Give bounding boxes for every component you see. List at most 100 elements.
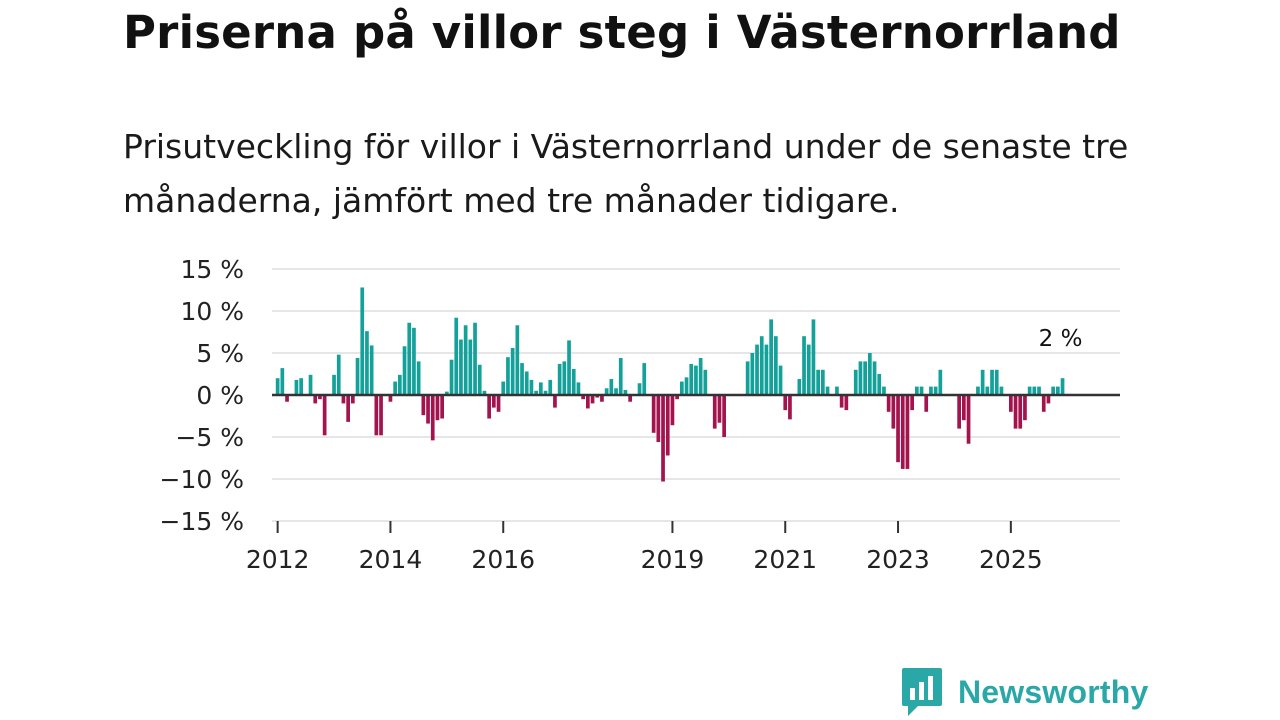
bar <box>506 357 510 395</box>
bar <box>990 369 994 395</box>
y-tick-label: 5 % <box>196 339 244 368</box>
bar <box>374 395 379 436</box>
bar <box>628 395 632 402</box>
newsworthy-logo-icon <box>902 668 942 716</box>
bar <box>679 381 684 395</box>
bar <box>308 374 313 395</box>
bar <box>938 369 943 395</box>
bar <box>717 395 722 423</box>
bar <box>773 336 778 395</box>
bar <box>689 363 694 395</box>
bar <box>637 383 642 395</box>
annotations: 2 % <box>1039 326 1083 352</box>
x-tick-label: 2014 <box>359 545 423 574</box>
bar <box>642 363 647 395</box>
bar <box>769 319 773 395</box>
bar <box>750 353 755 395</box>
bar <box>924 395 929 412</box>
bar <box>788 395 792 420</box>
bar <box>355 358 360 395</box>
bar <box>473 322 477 395</box>
bar <box>501 381 506 395</box>
bar <box>694 365 698 395</box>
bar <box>614 388 618 395</box>
bar <box>388 395 393 402</box>
bar <box>863 361 867 395</box>
bar <box>1023 395 1027 421</box>
bar <box>553 395 557 408</box>
bar <box>783 395 788 411</box>
bar <box>341 395 346 404</box>
bar <box>285 395 289 402</box>
bar <box>332 374 336 395</box>
bar <box>811 319 816 395</box>
bar <box>698 358 703 395</box>
bar <box>980 369 985 395</box>
bar <box>515 325 520 395</box>
bar <box>402 346 407 395</box>
y-tick-label: −15 % <box>160 507 244 536</box>
x-tick-label: 2025 <box>979 545 1043 574</box>
bar <box>454 317 459 395</box>
y-tick-label: 0 % <box>196 381 244 410</box>
bar <box>487 395 491 419</box>
bar <box>496 395 501 412</box>
bar <box>477 364 482 395</box>
bar <box>872 361 877 395</box>
bar <box>581 395 585 400</box>
bar <box>1027 386 1032 395</box>
bar <box>369 345 374 395</box>
bar <box>322 395 327 436</box>
bar <box>1018 395 1023 429</box>
bar <box>665 395 670 456</box>
bar <box>468 339 473 395</box>
bar <box>722 395 726 437</box>
bar <box>1055 386 1060 395</box>
x-tick-label: 2016 <box>471 545 535 574</box>
bar <box>933 386 938 395</box>
bar <box>294 379 299 395</box>
bar <box>712 395 717 429</box>
x-tick-label: 2021 <box>753 545 817 574</box>
bar <box>609 379 614 395</box>
bar <box>910 395 914 411</box>
bar <box>557 363 562 395</box>
bar <box>529 379 534 395</box>
bar <box>976 386 980 395</box>
y-tick-label: −10 % <box>160 465 244 494</box>
bar <box>543 390 548 395</box>
bar <box>759 336 764 395</box>
bar-chart: 15 %10 %5 %0 %−5 %−10 %−15 % 2012 2014 201… <box>160 255 1120 574</box>
bar <box>534 390 538 395</box>
bar <box>567 340 571 395</box>
bar <box>1032 386 1037 395</box>
bar <box>877 374 882 395</box>
bar <box>675 395 679 400</box>
bar <box>778 365 783 395</box>
bar <box>520 363 524 395</box>
bar <box>891 395 896 429</box>
bar <box>604 388 609 395</box>
bar <box>1008 395 1013 412</box>
bar <box>867 353 872 395</box>
bar <box>656 395 661 443</box>
bar <box>435 395 440 421</box>
bar <box>524 371 529 395</box>
bar <box>914 386 919 395</box>
bar <box>919 386 924 395</box>
bar <box>336 354 341 395</box>
brand-name: Newsworthy <box>958 673 1149 710</box>
bar <box>853 369 858 395</box>
bar <box>459 339 463 395</box>
bar <box>1041 395 1046 412</box>
bar <box>397 374 402 395</box>
bar <box>590 395 595 404</box>
x-tick-label: 2019 <box>641 545 705 574</box>
bar <box>491 395 496 408</box>
bar <box>802 336 806 395</box>
bar <box>820 369 825 395</box>
bar <box>623 389 628 395</box>
bar <box>482 390 487 395</box>
axes <box>272 393 1120 533</box>
bar <box>463 325 468 395</box>
